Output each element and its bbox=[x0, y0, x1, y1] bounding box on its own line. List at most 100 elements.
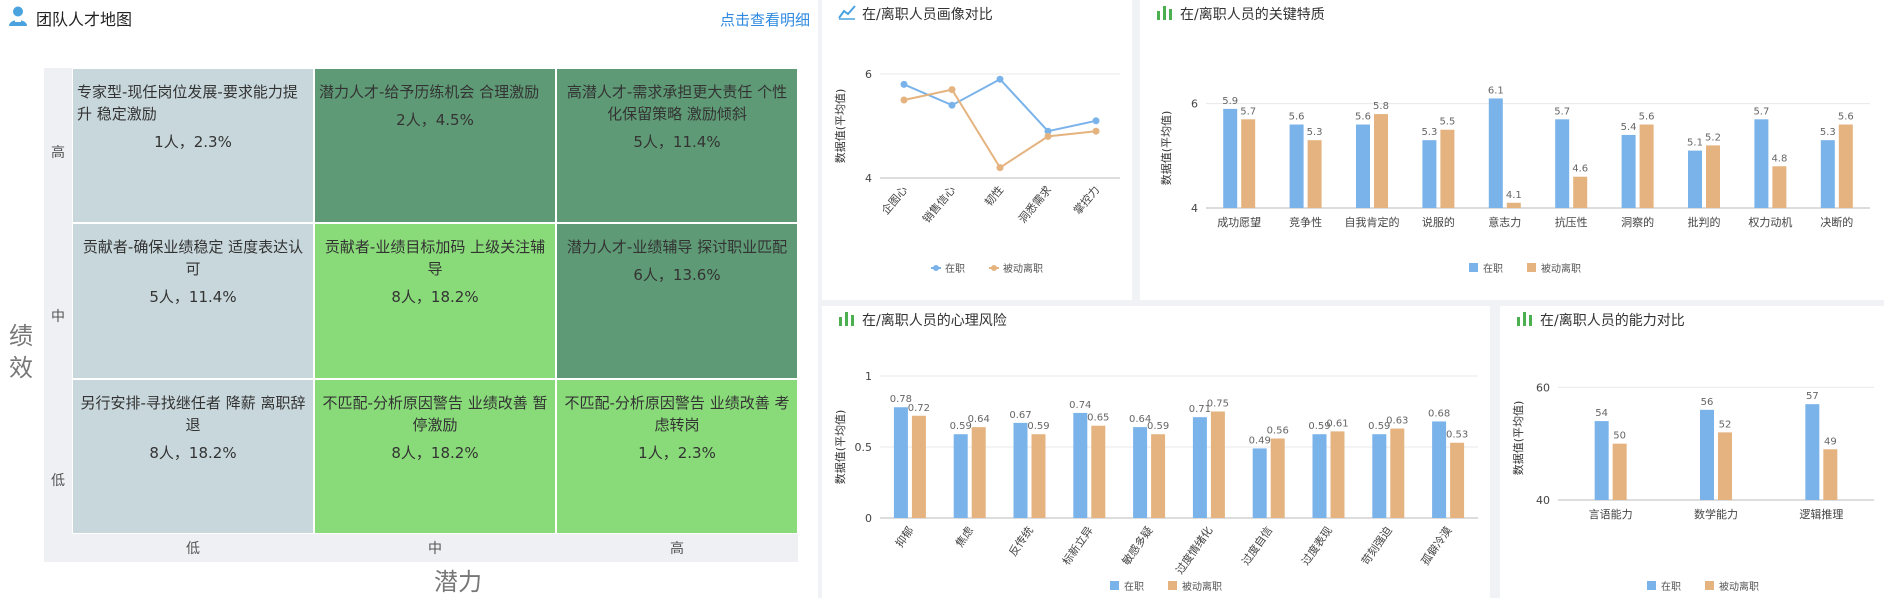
data-label: 0.78 bbox=[890, 394, 912, 405]
bar bbox=[1573, 176, 1588, 208]
x-level-low: 低 bbox=[186, 541, 200, 557]
talent-cell-value: 8人，18.2% bbox=[149, 443, 237, 462]
x-tick-label: 成功愿望 bbox=[1217, 216, 1261, 229]
data-point bbox=[1092, 117, 1100, 125]
talent-cell-value: 5人，11.4% bbox=[633, 133, 721, 151]
x-tick-label: 抑郁 bbox=[892, 524, 916, 550]
risk-chart-title: 在/离职人员的心理风险 bbox=[862, 313, 1007, 329]
data-point bbox=[948, 86, 956, 94]
bar bbox=[1440, 129, 1455, 208]
talent-cell[interactable]: 潜力人才-业绩辅导 探讨职业匹配 6人，13.6% bbox=[556, 223, 798, 379]
y-level-low: 低 bbox=[51, 473, 65, 489]
data-label: 5.3 bbox=[1307, 127, 1323, 138]
traits-bar-chart: 46数据值(平均值)5.95.7成功愿望5.65.3竞争性5.65.8自我肯定的… bbox=[1159, 85, 1870, 275]
talent-cell-text: 高潜人才-需求承担更大责任 个性化保留策略 激励倾斜 bbox=[566, 83, 788, 123]
x-tick-label: 过度情绪化 bbox=[1172, 524, 1215, 577]
bar bbox=[1754, 119, 1769, 208]
line-chart-icon bbox=[838, 4, 856, 24]
talent-cell-text: 潜力人才-给予历练机会 合理激励 bbox=[319, 83, 540, 101]
bar bbox=[1506, 202, 1521, 208]
talent-cell-text: 专家型-现任岗位发展-要求能力提升 稳定激励 bbox=[77, 83, 298, 123]
data-label: 4.6 bbox=[1572, 164, 1588, 175]
bar bbox=[893, 407, 908, 518]
y-tick-label: 6 bbox=[1191, 98, 1198, 111]
data-label: 0.71 bbox=[1189, 404, 1211, 415]
y-axis-label: 数据值(平均值) bbox=[1159, 111, 1173, 186]
x-tick-label: 过度自信 bbox=[1238, 524, 1275, 568]
talent-cell[interactable]: 专家型-现任岗位发展-要求能力提升 稳定激励 1人，2.3% bbox=[72, 68, 314, 224]
x-tick-label: 数学能力 bbox=[1694, 507, 1738, 521]
data-label: 0.59 bbox=[950, 421, 972, 432]
bar bbox=[1307, 140, 1322, 208]
talent-cell[interactable]: 不匹配-分析原因警告 业绩改善 暂停激励 8人，18.2% bbox=[314, 378, 556, 534]
talent-cell[interactable]: 高潜人才-需求承担更大责任 个性化保留策略 激励倾斜 5人，11.4% bbox=[556, 68, 798, 224]
bar bbox=[1639, 124, 1654, 208]
y-tick-label: 4 bbox=[1191, 202, 1198, 215]
talent-cell-text: 不匹配-分析原因警告 业绩改善 暂停激励 bbox=[322, 393, 548, 434]
data-label: 5.7 bbox=[1753, 106, 1769, 117]
data-point bbox=[1044, 132, 1052, 140]
x-tick-label: 批判的 bbox=[1688, 215, 1721, 229]
talent-cell-value: 8人，18.2% bbox=[391, 443, 479, 462]
risk-chart-panel: 在/离职人员的心理风险 0 0.5 1 数据值(平均值) 0.78 0.72 抑郁 0.59 0… bbox=[822, 306, 1490, 598]
talent-cell[interactable]: 不匹配-分析原因警告 业绩改善 考虑转岗 1人，2.3% bbox=[556, 378, 798, 534]
y-level-high: 高 bbox=[51, 145, 65, 161]
talent-map-panel: 团队人才地图 点击查看明细 高 中 低 低 中 高 绩效 潜力 专家型-现任岗位… bbox=[0, 0, 818, 598]
legend-swatch-dot bbox=[933, 265, 939, 271]
x-tick-label: 企图心 bbox=[878, 183, 910, 217]
bar bbox=[1223, 108, 1238, 208]
x-tick-label: 意志力 bbox=[1488, 215, 1521, 229]
bar bbox=[1372, 434, 1387, 518]
bar-chart-icon bbox=[838, 310, 856, 330]
legend-swatch bbox=[1705, 581, 1714, 590]
profile-chart-title: 在/离职人员画像对比 bbox=[862, 7, 993, 23]
talent-cell[interactable]: 贡献者-业绩目标加码 上级关注辅导 8人，18.2% bbox=[314, 223, 556, 379]
legend-swatch-dot bbox=[991, 265, 997, 271]
data-label: 0.64 bbox=[1129, 414, 1151, 425]
bar bbox=[1091, 425, 1106, 518]
bar bbox=[1241, 119, 1256, 208]
talent-cell-text: 另行安排-寻找继任者 降薪 离职辞退 bbox=[80, 393, 306, 434]
legend-swatch bbox=[1110, 581, 1119, 590]
bar-chart-icon bbox=[1516, 310, 1534, 330]
data-label: 5.7 bbox=[1240, 106, 1256, 117]
talent-cell-text: 潜力人才-业绩辅导 探讨职业匹配 bbox=[566, 238, 788, 257]
bar bbox=[1031, 434, 1046, 518]
data-label: 0.59 bbox=[1147, 421, 1169, 432]
bar bbox=[1356, 124, 1370, 208]
bar bbox=[1612, 443, 1627, 500]
view-details-link[interactable]: 点击查看明细 bbox=[719, 11, 810, 29]
data-point bbox=[900, 96, 908, 104]
y-tick-label: 60 bbox=[1536, 381, 1550, 394]
y-axis-label: 数据值(平均值) bbox=[833, 89, 847, 164]
bar bbox=[1374, 114, 1388, 208]
data-label: 0.59 bbox=[1368, 421, 1390, 432]
x-level-high: 高 bbox=[670, 541, 684, 557]
data-label: 0.67 bbox=[1009, 410, 1031, 421]
data-point bbox=[1092, 127, 1100, 135]
data-label: 0.72 bbox=[908, 403, 930, 414]
x-tick-label: 过度表现 bbox=[1298, 524, 1335, 568]
bar bbox=[1688, 150, 1702, 208]
x-tick-label: 销售信心 bbox=[919, 183, 958, 226]
talent-map-title: 团队人才地图 bbox=[36, 10, 133, 29]
bar bbox=[1330, 431, 1345, 518]
legend-label: 在职 bbox=[1661, 581, 1681, 593]
talent-cell[interactable]: 另行安排-寻找继任者 降薪 离职辞退 8人，18.2% bbox=[72, 378, 314, 534]
bar bbox=[1270, 438, 1285, 518]
ability-chart-title: 在/离职人员的能力对比 bbox=[1540, 313, 1685, 329]
x-tick-label: 逻辑推理 bbox=[1799, 507, 1843, 521]
legend-label: 被动离职 bbox=[1719, 580, 1759, 593]
bar bbox=[971, 427, 986, 518]
data-label: 6.1 bbox=[1488, 85, 1504, 96]
data-label: 49 bbox=[1824, 436, 1837, 447]
bar bbox=[1422, 140, 1437, 208]
bar bbox=[1820, 140, 1835, 208]
data-label: 0.64 bbox=[968, 414, 990, 425]
legend-label: 在职 bbox=[1483, 263, 1503, 275]
talent-cell[interactable]: 贡献者-确保业绩稳定 适度表达认可 5人，11.4% bbox=[72, 223, 314, 379]
ability-chart-header: 在/离职人员的能力对比 bbox=[1516, 310, 1685, 330]
talent-cell[interactable]: 潜力人才-给予历练机会 合理激励 2人，4.5% bbox=[314, 68, 556, 224]
y-axis-label: 数据值(平均值) bbox=[833, 410, 847, 485]
